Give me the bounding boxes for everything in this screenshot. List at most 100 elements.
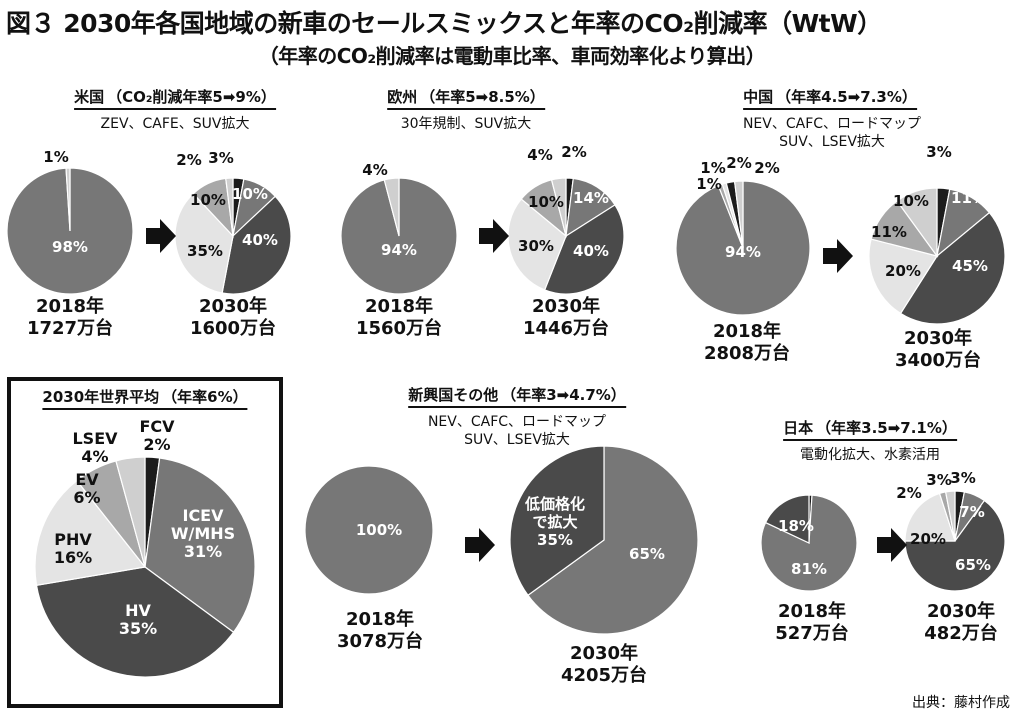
- region-rate: （年率4.5➡7.3%）: [776, 88, 917, 106]
- pie-slice-icev: [144, 457, 256, 634]
- region-label: 新興国その他: [408, 386, 499, 404]
- sales: 482万台: [924, 623, 998, 644]
- region-header-cn: 中国 （年率4.5➡7.3%）: [743, 86, 917, 110]
- pie-slice-phv: [174, 192, 234, 294]
- pie-slice-phv: [507, 198, 567, 291]
- region-header-jp: 日本 （年率3.5➡7.1%）: [783, 417, 957, 441]
- pie-jp-2018: 81% 18%: [760, 494, 858, 592]
- slice-value-label: 1%: [696, 175, 721, 193]
- pie-slice-hv: [543, 204, 625, 295]
- slice-value-label: 14%: [573, 189, 609, 207]
- pie-slice-hv: [509, 445, 605, 597]
- slice-value-label: 1%: [700, 159, 725, 177]
- year: 2030年: [903, 328, 973, 349]
- pie-cn-2030: 3% 11% 45% 20% 11% 10%: [868, 143, 1006, 325]
- pie-em-2030: 65% 低価格化で拡大 35%: [509, 445, 699, 635]
- pie-eu-2018: 94% 4%: [340, 161, 458, 295]
- sales: 4205万台: [560, 665, 648, 686]
- note-line: ZEV、CAFE、SUV拡大: [100, 116, 250, 132]
- slice-value-label: 40%: [242, 231, 278, 249]
- pie-slice-hv: [221, 195, 292, 295]
- sales: 3078万台: [336, 631, 424, 652]
- region-label: 米国: [74, 88, 105, 106]
- pie-slice-hv: [904, 499, 1006, 592]
- note-line: 電動化拡大、水素活用: [800, 447, 940, 463]
- slice-value-label: 45%: [952, 257, 988, 275]
- sales: 1600万台: [189, 318, 277, 339]
- slice-label-ev: EV 6%: [73, 470, 100, 507]
- region-label: 中国: [743, 88, 774, 106]
- pie-slice-lsev: [896, 187, 938, 258]
- pie-slice-hv: [35, 566, 235, 678]
- year-label-us-2018: 2018年 1727万台: [27, 296, 113, 340]
- region-rate: （CO₂削減年率5➡9%）: [107, 88, 276, 106]
- slice-value-label: 4%: [527, 146, 552, 164]
- sales: 1560万台: [355, 318, 443, 339]
- pie-cn-2018: 94%1%1% 2% 2%: [675, 154, 811, 316]
- slice-value-label: 18%: [778, 517, 814, 535]
- region-rate: （年率3➡4.7%）: [501, 386, 626, 404]
- pie-slice-lsev: [383, 177, 400, 237]
- transition-arrow-icon: [465, 528, 495, 562]
- slice-value-label: 11%: [951, 189, 987, 207]
- slice-value-label: 2%: [561, 143, 586, 161]
- year: 2018年: [777, 601, 847, 622]
- pie-slice-lsev: [550, 177, 567, 237]
- note-line: NEV、CAFC、ロードマップ: [742, 116, 922, 132]
- region-note-cn: NEV、CAFC、ロードマップ SUV、LSEV拡大: [743, 115, 921, 151]
- sales: 1446万台: [522, 318, 610, 339]
- pie-slice-icev: [304, 465, 434, 595]
- region-note-jp: 電動化拡大、水素活用: [800, 446, 940, 464]
- year: 2018年: [35, 296, 105, 317]
- sales: 2808万台: [703, 343, 791, 364]
- slice-value-label: 30%: [518, 237, 554, 255]
- source-note: 出典：藤村作成: [912, 695, 1010, 711]
- slice-value-label: 2%: [176, 151, 201, 169]
- year: 2018年: [712, 321, 782, 342]
- slice-value-label: 2%: [726, 154, 751, 172]
- slice-label-hv: HV 35%: [119, 601, 157, 638]
- world-average-box: [7, 377, 283, 708]
- pie-slice-lsev: [944, 490, 956, 542]
- slice-value-label: 3%: [926, 471, 951, 489]
- year: 2030年: [926, 601, 996, 622]
- slice-value-label: 81%: [791, 560, 827, 578]
- slice-value-label: 65%: [955, 556, 991, 574]
- year-label-eu-2030: 2030年 1446万台: [523, 296, 609, 340]
- pie-slice-lsev: [733, 180, 744, 249]
- sales: 527万台: [775, 623, 849, 644]
- pie-slice-icev: [527, 445, 699, 635]
- year-label-jp-2030: 2030年 482万台: [924, 601, 998, 645]
- transition-arrow-icon: [823, 239, 853, 273]
- year-label-cn-2030: 2030年 3400万台: [895, 328, 981, 372]
- transition-arrow-icon: [146, 219, 176, 253]
- year-label-us-2030: 2030年 1600万台: [190, 296, 276, 340]
- slice-value-label: 35%: [187, 242, 223, 260]
- note-line: 30年規制、SUV拡大: [400, 116, 532, 132]
- year-label-cn-2018: 2018年 2808万台: [704, 321, 790, 365]
- pie-slice-phv: [904, 492, 956, 542]
- year-label-jp-2018: 2018年 527万台: [775, 601, 849, 645]
- region-header-eu: 欧州 （年率5➡8.5%）: [387, 86, 545, 110]
- slice-value-label: 98%: [52, 238, 88, 256]
- slice-value-label: 100%: [356, 521, 402, 539]
- sales: 1727万台: [26, 318, 114, 339]
- pie-em-2018: 100%: [304, 465, 434, 595]
- year-label-eu-2018: 2018年 1560万台: [356, 296, 442, 340]
- year: 2030年: [198, 296, 268, 317]
- slice-value-label: 65%: [629, 545, 665, 563]
- region-header-world: 2030年世界平均 （年率6%）: [42, 386, 248, 410]
- pie-us-2018: 98% 1%: [6, 148, 134, 295]
- slice-value-label: 1%: [43, 148, 68, 166]
- year: 2030年: [531, 296, 601, 317]
- pie-slice-hv: [764, 494, 810, 544]
- year: 2018年: [345, 609, 415, 630]
- slice-label-hv: 低価格化で拡大 35%: [524, 495, 585, 549]
- pie-slice-lsev: [115, 456, 146, 568]
- year: 2030年: [569, 643, 639, 664]
- region-header-us: 米国 （CO₂削減年率5➡9%）: [74, 86, 276, 110]
- slice-value-label: 20%: [885, 262, 921, 280]
- region-rate: （年率3.5➡7.1%）: [816, 419, 957, 437]
- transition-arrow-icon: [479, 219, 509, 253]
